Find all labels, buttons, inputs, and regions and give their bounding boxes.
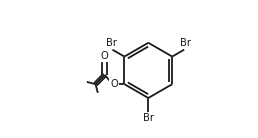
Text: Br: Br [106, 38, 117, 48]
Text: O: O [101, 51, 109, 61]
Text: Br: Br [180, 38, 191, 48]
Text: Br: Br [143, 113, 154, 123]
Text: O: O [110, 79, 118, 89]
